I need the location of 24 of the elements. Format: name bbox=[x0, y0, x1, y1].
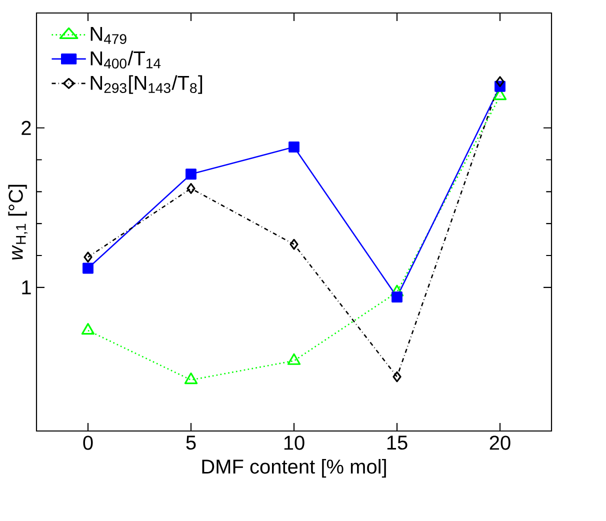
y-tick-label: 1 bbox=[22, 280, 31, 294]
x-axis-title: DMF content [% mol] bbox=[202, 459, 386, 478]
y-axis-title: w$_{H,1}$ [°C] bbox=[8, 184, 28, 260]
point bbox=[392, 371, 402, 382]
point bbox=[186, 183, 196, 194]
x-tick-label: 10 bbox=[284, 436, 304, 450]
point bbox=[84, 252, 92, 263]
x-tick-label: 20 bbox=[490, 436, 510, 450]
x-tick-label: 15 bbox=[387, 436, 408, 450]
point bbox=[287, 353, 301, 365]
legend-label: N$_{479}$ bbox=[90, 26, 126, 44]
point bbox=[290, 238, 298, 250]
x-tick-label: 0 bbox=[83, 436, 93, 450]
point bbox=[288, 142, 300, 152]
point bbox=[81, 323, 95, 335]
y-tick-label: 2 bbox=[22, 120, 31, 135]
legend-label: N$_{293}$[N$_{143}$/T$_{8}$] bbox=[90, 75, 202, 94]
point bbox=[496, 76, 504, 88]
point bbox=[184, 372, 198, 384]
point bbox=[186, 168, 196, 180]
point bbox=[392, 292, 402, 302]
x-tick-label: 5 bbox=[186, 436, 196, 450]
legend-label: N$_{400}$/T$_{14}$ bbox=[90, 50, 161, 69]
point bbox=[82, 262, 94, 274]
